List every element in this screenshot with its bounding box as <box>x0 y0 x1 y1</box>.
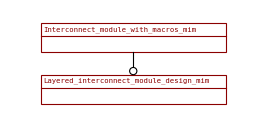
Ellipse shape <box>130 68 137 75</box>
Text: Layered_interconnect_module_design_mim: Layered_interconnect_module_design_mim <box>44 78 210 84</box>
Text: Interconnect_module_with_macros_mim: Interconnect_module_with_macros_mim <box>44 26 197 32</box>
Bar <box>41 75 226 104</box>
Bar <box>41 23 226 52</box>
